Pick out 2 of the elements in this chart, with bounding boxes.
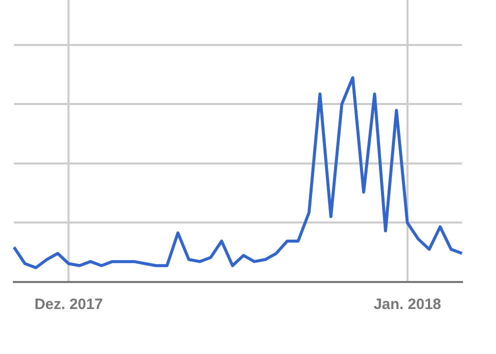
x-tick-label: Jan. 2018 [374, 296, 442, 314]
x-tick-label: Dez. 2017 [34, 296, 103, 314]
